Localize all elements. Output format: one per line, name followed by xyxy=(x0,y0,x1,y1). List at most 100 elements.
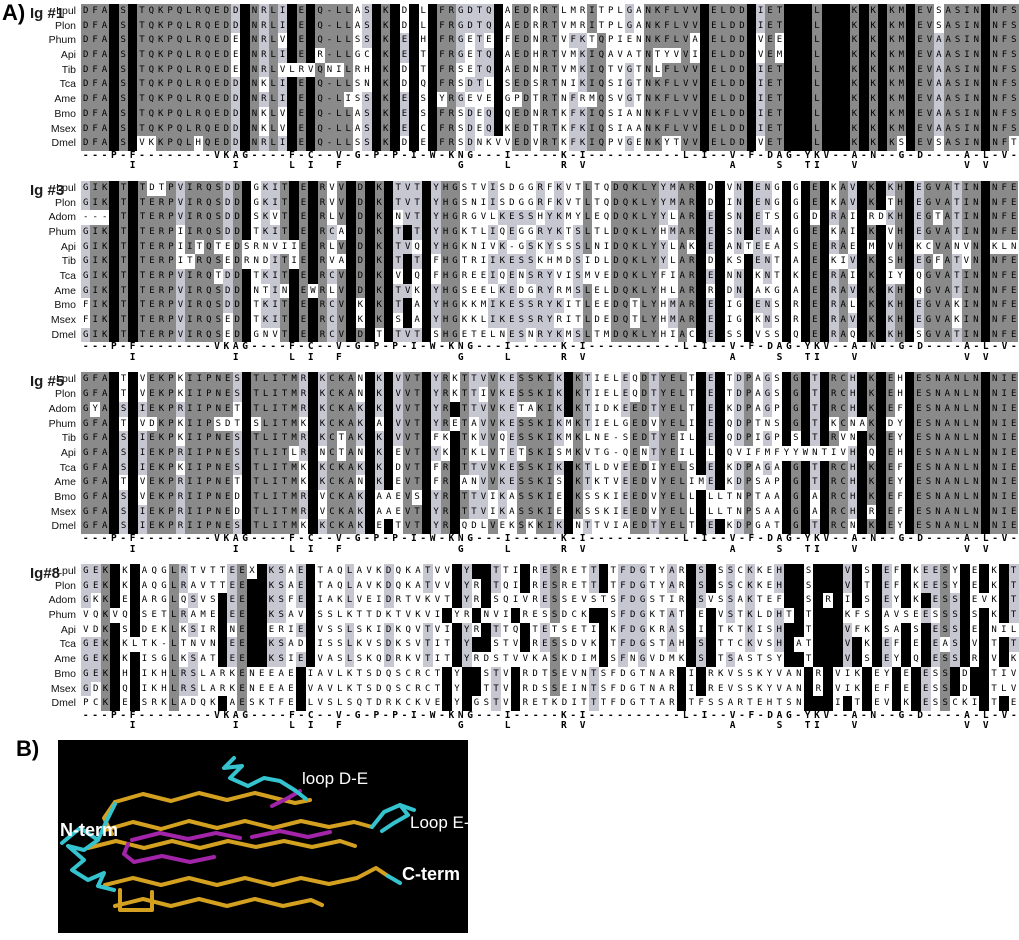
sequence-row: Plon D F A S T Q K P Q L R Q E D D N R L I E Q - L L A S K D L F R G D T Q A… xyxy=(0,18,1019,34)
species-label: Phum xyxy=(48,417,76,430)
sequence-row: Tca D F A S T Q K P Q L R Q E D D N K L I E Q - L L S N K D Q F R S D T L S E… xyxy=(0,77,1019,93)
sequence-row: Tib D F A S T Q K P Q L R Q E D E N R L V L R V Q N I L R H K D T F R S E T Q… xyxy=(0,62,1019,78)
species-label: Msex xyxy=(50,122,76,135)
species-label: Dmel xyxy=(51,328,76,341)
sequence-row: Lpul G F A T V E K P K I I P N E S T L I T M R K C K A N K V V T Y R K T T V… xyxy=(0,372,1019,388)
sequence-row: Tca G I K T T E R P V I R Q T D D T K I T E R C V D K V Q F H G R E E I Q E N… xyxy=(0,269,1019,284)
species-label: Plon xyxy=(54,579,76,592)
loop-ef-label: Loop E-F xyxy=(410,813,468,832)
sequence-row: Tib G F A S I E K P K I I P N E S T L I T M R K C T A K K V V T F K T K V V Q… xyxy=(0,431,1019,446)
species-label: Msex xyxy=(50,314,76,327)
sequence-row: Lpul G I K T T D T P V I R Q S D D G K I T E R V V D K T V T Y H G S T V I S… xyxy=(0,180,1019,196)
species-label: Tib xyxy=(61,432,76,445)
species-label: Msex xyxy=(50,682,76,695)
species-label: Phum xyxy=(48,34,76,47)
sequence-row: Bmo F I K T T E R P V I R Q S D D T K I T E R C V K K T A Y H G K K M I K E S… xyxy=(0,298,1019,314)
sequence-row: Plon G F A T V E K P K I I P N E S T L I T M R K C K A N K V V T Y R K T T I… xyxy=(0,387,1019,402)
species-label: Dmel xyxy=(51,697,76,710)
species-label: Adom xyxy=(48,211,76,224)
species-label: Lpul xyxy=(56,5,76,17)
species-label: Msex xyxy=(50,505,76,518)
species-label: Bmo xyxy=(54,667,76,680)
sequence-row: Tca G E K K L T K - L T N V N E E K S A D I S S L K V S D K S V T I T Y S T V… xyxy=(0,637,1019,653)
sequence-row: Adom G Y A S I E K P R I I P N E T T L I T M R K C K A K K V V T Y R T T V V… xyxy=(0,401,1019,417)
alignment-block-title: Ig#8 xyxy=(30,565,61,582)
species-label: Tib xyxy=(61,255,76,268)
species-label: Api xyxy=(60,446,76,459)
species-label: Adom xyxy=(48,402,76,415)
sequence-row: Msex G D K Q I K H L R S L A R K E N E E A E V A V L K T S D Q S C R C T Y T… xyxy=(0,681,1019,697)
species-label: Phum xyxy=(48,225,76,238)
species-label: Plon xyxy=(54,388,76,401)
sequence-row: Plon G E K K A Q G L R A V T T E E K S A E T A Q L A V K D Q K A T V V Y R T… xyxy=(0,578,1019,594)
species-label: Api xyxy=(60,240,76,253)
sequence-alignment-panel: Ig #1 Lpul D F A S T Q K P Q L R Q E D D N R L I E Q - L L A S K D L F R… xyxy=(0,4,1019,741)
species-label: Bmo xyxy=(54,107,76,120)
sequence-row: Api G F A S I E K P R I I P N E S T L I T L R N C T A N K E V T Y K T K L V T… xyxy=(0,445,1019,461)
species-label: Adom xyxy=(48,594,76,607)
sequence-row: Msex G F A S I E K P R I I P N E D T L I T M R V C K A K A A E V T Y R T T V… xyxy=(0,504,1019,520)
sequence-row: Api D F A S T Q K P Q L R Q E D E N R L I E R - L L G C K E T F R G E T Q A E… xyxy=(0,48,1019,63)
c-term-label: C-term xyxy=(402,864,460,884)
alignment-block: Ig #5 Lpul G F A T V E K P K I I P N E S T L I T M R K C K A N K V V T Y… xyxy=(0,372,1019,555)
sequence-row: Dmel G F A S I E K P R I I P N E S T L I T M K K C K A K E T V T Y R Q D L V… xyxy=(0,519,1019,534)
sequence-row: Phum G I K T T E R P I I R Q S D D T K I T E R C A D K T T Y H G K T L I Q E… xyxy=(0,224,1019,240)
ig-domain-structure-figure: loop D-E Loop E-F N-term C-term xyxy=(58,740,468,933)
sequence-row: Ame G I K T T E R P V I R Q S D D N T I N E W R L V D K T V K Y H G S E E L K… xyxy=(0,283,1019,299)
loop-de-label: loop D-E xyxy=(302,769,368,788)
sequence-row: Dmel D F A S V K K P Q L H Q E D D N R L I E Q - L L S S K D E F R S D N K V… xyxy=(0,136,1019,151)
sequence-row: Api V D K S D E K L K S I R N E E R I E V S S L S K I D K Q V T V I Y R T T Q… xyxy=(0,622,1019,638)
species-label: Bmo xyxy=(54,299,76,312)
sequence-row: Msex F I K T T E R P V I R Q S E D T K I T E R C V K K S A Y H G K K L I K E… xyxy=(0,313,1019,328)
sequence-row: Adom - - - T T E R P V I R Q S D D S K V T E R L V D K N V T Y H G R G V L K… xyxy=(0,210,1019,225)
alignment-block: Ig #1 Lpul D F A S T Q K P Q L R Q E D D N R L I E Q - L L A S K D L F R… xyxy=(0,4,1019,172)
species-label: Tib xyxy=(61,63,76,76)
species-label: Plon xyxy=(54,19,76,32)
sequence-row: Dmel G I K T T E R P V I R Q S E D G N V T E R C V D T T V T S H G E T E L N… xyxy=(0,327,1019,343)
sequence-row: Adom G K K E A R G L Q S V S E E K S F E I A K L V E I D R T V K V T Y R S Q… xyxy=(0,593,1019,609)
species-label: Lpul xyxy=(56,181,76,194)
sequence-row: Plon G I K T T E R P V I R Q S D D G K I T E R V V D K T V T Y H G S N I I S… xyxy=(0,195,1019,211)
species-label: Tca xyxy=(59,461,76,474)
sequence-row: Ame D F A S T Q K P Q L R Q E D D N R L I E Q - L I S S K E S Y R G E V E G P… xyxy=(0,92,1019,107)
sequence-row: Phum V Q K V Q S E T L R A M E E E K S A V S S L K T T D K T V K V I Y R N V… xyxy=(0,608,1019,623)
sequence-row: Phum G F A T V D K P K I I P S D T S L I T M K K C K A K A V V T Y R E T A V… xyxy=(0,416,1019,432)
sequence-row: Lpul D F A S T Q K P Q L R Q E D D N R L I E Q - L L A S K D L F R G D T Q A… xyxy=(0,4,1019,19)
species-label: Lpul xyxy=(56,565,76,577)
species-label: Ame xyxy=(54,284,76,297)
sequence-row: Bmo G E K H I K H L R S L A R K E N E E A E I A V L K T S D Q S C R C T Y S T… xyxy=(0,666,1019,682)
species-label: Lpul xyxy=(56,373,76,386)
